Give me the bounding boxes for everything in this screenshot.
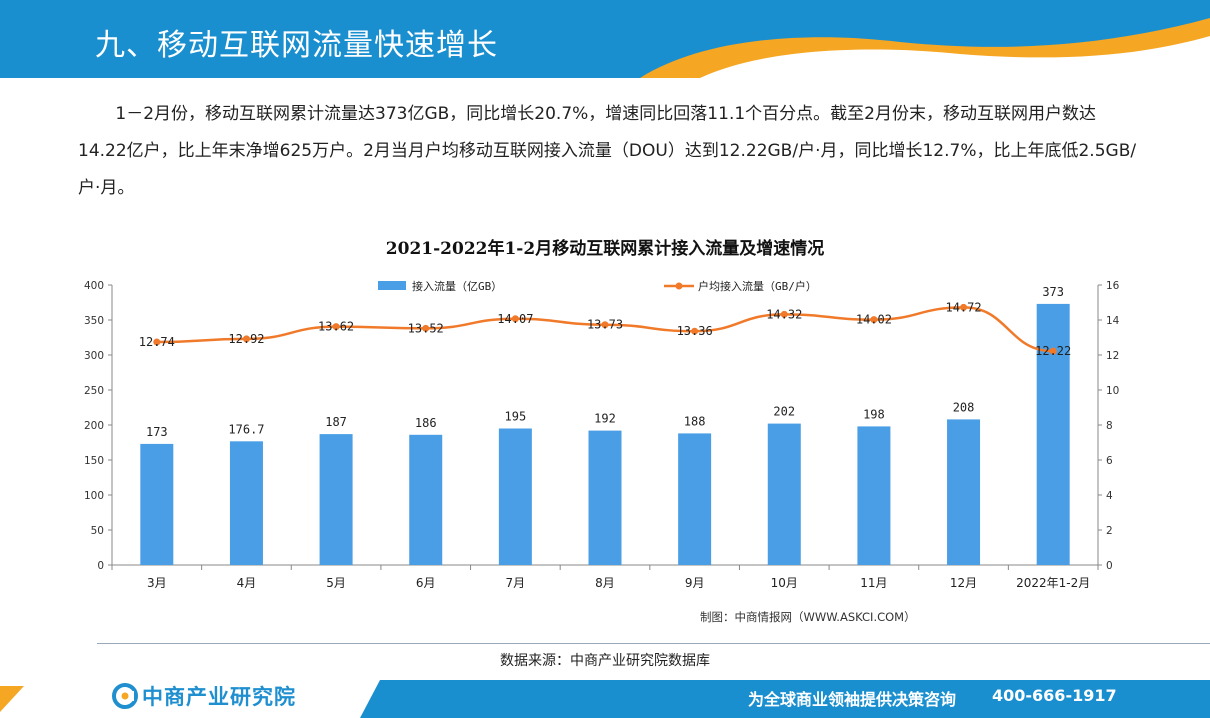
legend-line-label: 户均接入流量（GB/户）	[698, 279, 817, 293]
bar	[140, 444, 173, 565]
y-left-tick-label: 0	[97, 560, 104, 572]
y-left-tick-label: 200	[84, 420, 104, 432]
y-left-tick-label: 300	[84, 350, 104, 362]
y-right-tick-label: 8	[1106, 420, 1113, 432]
line-data-label: 12.74	[139, 335, 175, 349]
bar-data-label: 195	[505, 410, 527, 424]
bar-data-label: 173	[146, 425, 168, 439]
combo-chart: 0 50 100 150 200 250 300 350 400 0 2 4 6 8 10 12 14 16 3月 4…	[0, 260, 1210, 605]
chart-title: 2021-2022年1-2月移动互联网累计接入流量及增速情况	[0, 234, 1210, 259]
y-right-tick-label: 0	[1106, 560, 1113, 572]
x-tick-label: 7月	[506, 576, 526, 590]
x-tick-label: 6月	[416, 576, 436, 590]
company-logo: 中商产业研究院	[112, 682, 296, 710]
bar	[857, 426, 890, 565]
header-banner: 九、移动互联网流量快速增长	[0, 0, 1210, 78]
x-tick-label: 9月	[685, 576, 705, 590]
bar-data-label: 198	[863, 407, 885, 421]
bar	[589, 431, 622, 565]
bar	[1037, 304, 1070, 565]
y-right-tick-label: 12	[1106, 350, 1119, 362]
x-tick-label: 11月	[860, 576, 887, 590]
line-data-label: 12.92	[228, 332, 264, 346]
bar-data-label: 176.7	[228, 422, 264, 436]
line-data-label: 14.32	[766, 307, 802, 321]
legend-bar-label: 接入流量（亿GB）	[412, 279, 502, 293]
y-right-tick-label: 6	[1106, 455, 1113, 467]
bar	[230, 441, 263, 565]
y-right-tick-label: 2	[1106, 525, 1113, 537]
bar	[320, 434, 353, 565]
chart-credit: 制图：中商情报网（WWW.ASKCI.COM）	[700, 609, 916, 625]
x-tick-label: 12月	[950, 576, 977, 590]
y-right-tick-label: 16	[1106, 280, 1120, 292]
y-left-tick-label: 350	[84, 315, 104, 327]
line-data-label: 13.62	[318, 320, 354, 334]
x-tick-label: 8月	[595, 576, 615, 590]
y-left-tick-label: 400	[84, 280, 104, 292]
bar-data-label: 208	[953, 400, 975, 414]
divider-line	[97, 643, 1210, 644]
x-tick-label: 5月	[326, 576, 346, 590]
line-data-label: 14.02	[856, 313, 892, 327]
bar	[678, 433, 711, 565]
y-left-tick-label: 50	[91, 525, 104, 537]
y-left-tick-label: 100	[84, 490, 104, 502]
bar	[768, 424, 801, 565]
bar	[409, 435, 442, 565]
y-right-tick-label: 10	[1106, 385, 1119, 397]
x-tick-label: 4月	[237, 576, 257, 590]
footer-hotline: 400-666-1917	[992, 686, 1117, 705]
y-left-tick-label: 250	[84, 385, 104, 397]
line-data-label: 13.52	[408, 321, 444, 335]
line-data-label: 14.72	[945, 300, 981, 314]
line-data-label: 14.07	[497, 312, 533, 326]
bar-data-label: 192	[594, 412, 616, 426]
legend-bar-swatch	[378, 281, 406, 290]
line-data-label: 13.73	[587, 318, 623, 332]
summary-text: 1－2月份，移动互联网累计流量达373亿GB，同比增长20.7%，增速同比回落1…	[78, 96, 1138, 207]
y-left-tick-label: 150	[84, 455, 104, 467]
line-data-label: 13.36	[677, 324, 713, 338]
bar	[947, 419, 980, 565]
data-source: 数据来源：中商产业研究院数据库	[0, 650, 1210, 670]
x-tick-label: 3月	[147, 576, 167, 590]
y-right-tick-label: 14	[1106, 315, 1120, 327]
footer-slogan: 为全球商业领袖提供决策咨询	[748, 686, 956, 710]
page-title: 九、移动互联网流量快速增长	[95, 20, 498, 64]
x-tick-label: 2022年1-2月	[1016, 576, 1090, 590]
x-tick-label: 10月	[771, 576, 798, 590]
legend-line-marker	[676, 283, 683, 290]
line-data-label: 12.22	[1035, 344, 1071, 358]
bar-data-label: 187	[325, 415, 347, 429]
bar-data-label: 186	[415, 416, 437, 430]
bar-data-label: 202	[773, 405, 795, 419]
logo-icon	[112, 683, 138, 709]
bar-data-label: 373	[1042, 285, 1064, 299]
logo-text: 中商产业研究院	[142, 681, 296, 711]
bar-data-label: 188	[684, 414, 706, 428]
summary-paragraph: 1－2月份，移动互联网累计流量达373亿GB，同比增长20.7%，增速同比回落1…	[78, 96, 1138, 207]
y-right-tick-label: 4	[1106, 490, 1113, 502]
bar	[499, 429, 532, 566]
